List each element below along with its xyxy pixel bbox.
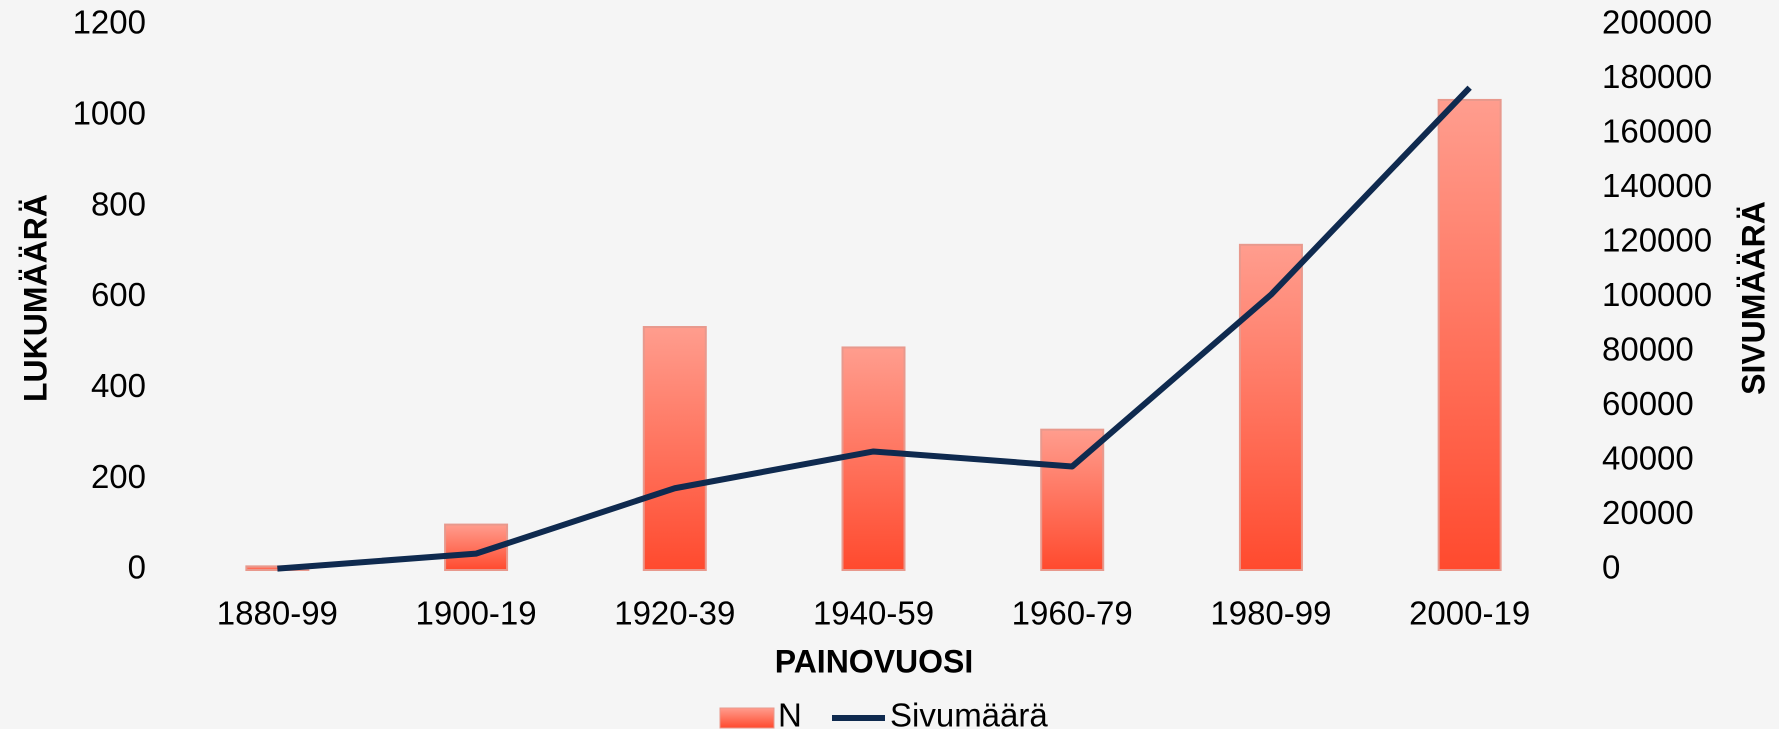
y-tick-label: 400 (91, 367, 146, 404)
y-axis-title: LUKUMÄÄRÄ (17, 194, 53, 402)
bar (1238, 243, 1303, 571)
y2-tick-label: 0 (1602, 549, 1620, 586)
y-tick-label: 0 (128, 549, 146, 586)
y-tick-label: 800 (91, 185, 146, 222)
y2-tick-label: 100000 (1602, 276, 1712, 313)
y2-tick-label: 80000 (1602, 331, 1694, 368)
y-tick-label: 1200 (73, 4, 146, 41)
bar (841, 346, 906, 572)
x-tick-label: 1920-39 (614, 595, 735, 632)
x-tick-label: 1960-79 (1012, 595, 1133, 632)
y-tick-label: 1000 (73, 95, 146, 132)
y2-tick-label: 120000 (1602, 222, 1712, 259)
y2-axis-title: SIVUMÄÄRÄ (1735, 201, 1771, 395)
x-tick-label: 1900-19 (416, 595, 537, 632)
bar (1437, 98, 1502, 571)
x-tick-label: 1880-99 (217, 595, 338, 632)
y-tick-label: 600 (91, 276, 146, 313)
x-axis-title: PAINOVUOSI (775, 643, 974, 679)
legend-label: N (778, 697, 802, 729)
y2-tick-label: 180000 (1602, 58, 1712, 95)
y2-tick-label: 200000 (1602, 4, 1712, 41)
y2-tick-label: 160000 (1602, 113, 1712, 150)
legend-label: Sivumäärä (890, 697, 1048, 729)
y2-tick-label: 20000 (1602, 494, 1694, 531)
x-tick-label: 1980-99 (1210, 595, 1331, 632)
bar (642, 326, 707, 572)
y2-tick-label: 60000 (1602, 385, 1694, 422)
bar (1040, 428, 1105, 571)
x-tick-label: 1940-59 (813, 595, 934, 632)
y-tick-label: 200 (91, 458, 146, 495)
x-tick-label: 2000-19 (1409, 595, 1530, 632)
y2-tick-label: 40000 (1602, 440, 1694, 477)
y2-tick-label: 140000 (1602, 167, 1712, 204)
line (277, 85, 1472, 572)
legend-swatch (719, 707, 775, 729)
